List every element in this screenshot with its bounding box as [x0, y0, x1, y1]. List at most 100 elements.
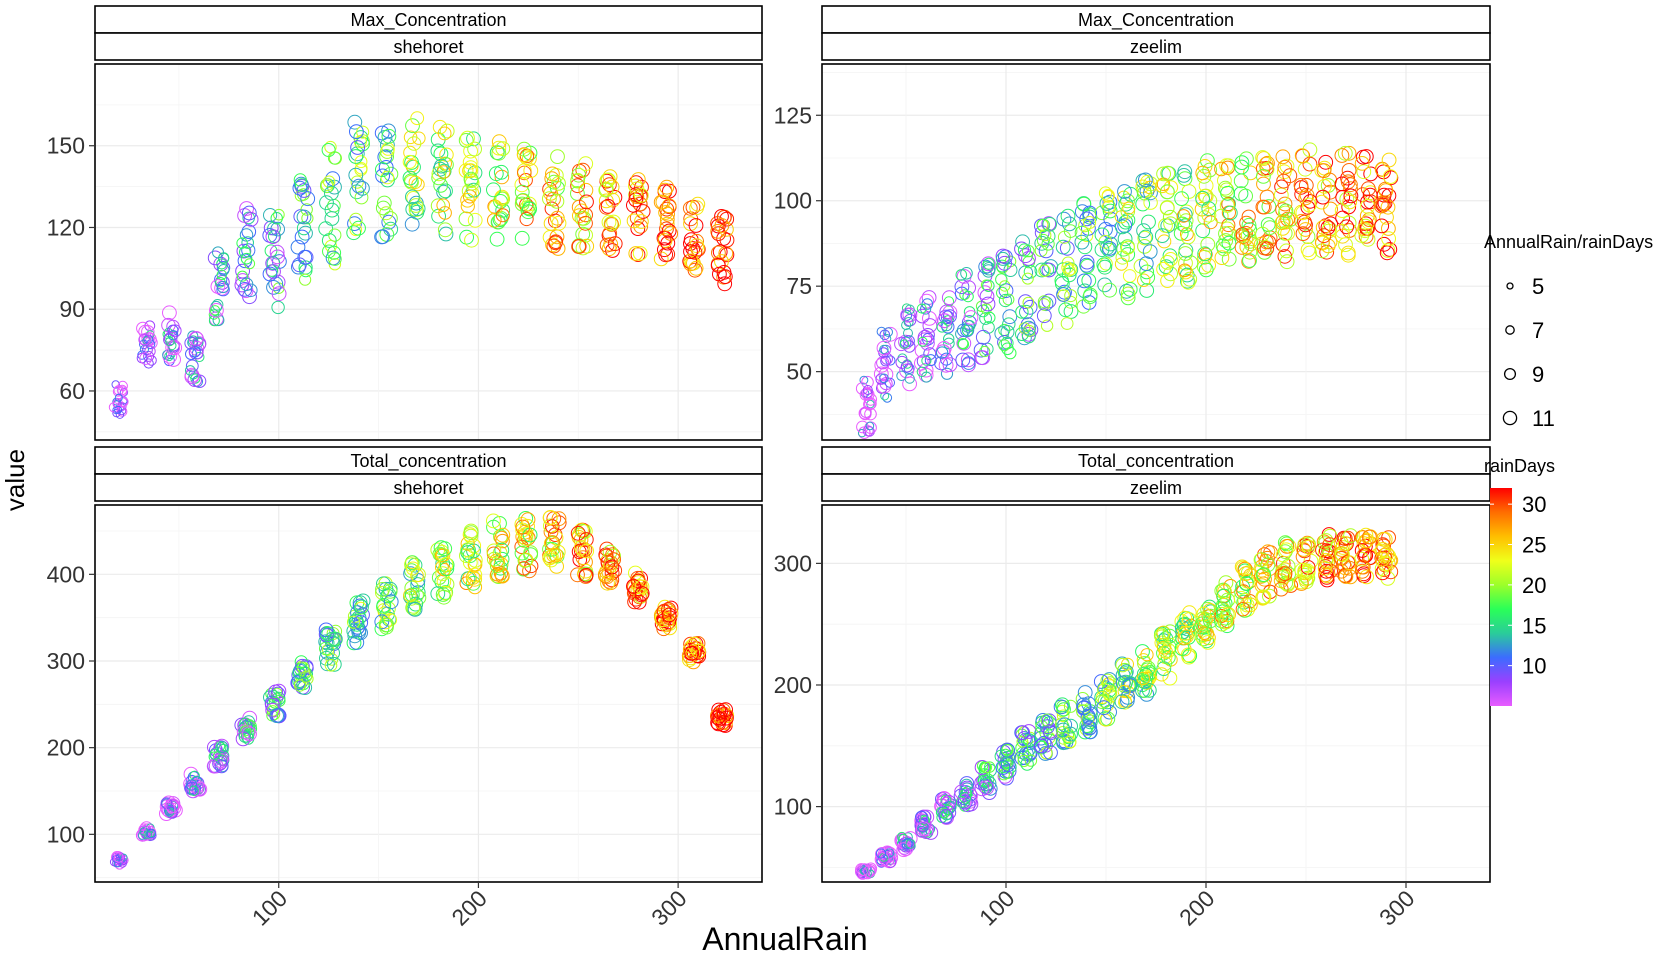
data-point	[1162, 670, 1178, 686]
data-point	[627, 594, 642, 610]
data-point	[439, 123, 455, 139]
data-point	[1154, 667, 1169, 682]
data-point	[1002, 317, 1016, 331]
y-tick-label: 125	[774, 102, 812, 128]
data-point	[1298, 222, 1313, 237]
data-point	[1136, 671, 1151, 686]
data-point	[405, 561, 420, 576]
data-point	[578, 215, 593, 231]
data-point	[347, 216, 362, 232]
data-point	[1279, 254, 1295, 270]
data-point	[571, 239, 586, 254]
data-point	[433, 178, 449, 193]
data-point	[974, 350, 989, 366]
data-point	[1243, 597, 1258, 613]
data-point	[486, 182, 501, 198]
data-point	[438, 183, 453, 199]
data-point	[1213, 208, 1229, 224]
data-point	[578, 568, 594, 583]
data-point	[983, 311, 996, 324]
data-point	[523, 163, 539, 179]
data-point	[349, 223, 363, 237]
data-point	[213, 753, 229, 768]
data-point	[298, 225, 313, 241]
data-point	[410, 111, 425, 126]
data-point	[486, 519, 501, 535]
data-point	[1083, 287, 1098, 302]
data-point	[1038, 264, 1051, 277]
data-point	[410, 201, 426, 217]
data-point	[936, 321, 948, 333]
data-point	[1233, 173, 1249, 189]
data-point	[1139, 687, 1155, 702]
data-point	[327, 198, 341, 213]
data-point	[1341, 163, 1357, 178]
data-point	[1342, 194, 1358, 210]
data-point	[1016, 735, 1029, 748]
data-point	[577, 542, 593, 558]
data-point	[495, 208, 510, 223]
data-point	[1173, 226, 1189, 241]
x-tick-label: 200	[446, 885, 492, 931]
data-point	[1242, 253, 1257, 268]
data-point	[1074, 204, 1090, 220]
data-point	[146, 828, 157, 839]
data-point	[1156, 177, 1171, 191]
data-point	[604, 217, 619, 232]
data-point	[1015, 725, 1030, 740]
data-point	[548, 213, 563, 229]
data-point	[319, 635, 335, 651]
data-point	[438, 557, 454, 572]
data-point	[1023, 265, 1038, 279]
data-point	[570, 525, 586, 541]
data-point	[1064, 263, 1078, 276]
data-point	[543, 510, 558, 525]
data-point	[1301, 197, 1317, 213]
data-point	[430, 198, 446, 214]
data-point	[977, 285, 993, 301]
data-point	[655, 194, 671, 210]
data-point	[714, 209, 729, 224]
y-tick-label: 100	[774, 794, 812, 820]
data-point	[1221, 251, 1237, 267]
data-point	[461, 183, 477, 199]
data-point	[598, 568, 613, 584]
data-point	[955, 269, 968, 281]
data-point	[940, 319, 953, 332]
data-point	[435, 566, 451, 582]
data-point	[1343, 528, 1358, 544]
colorbar-label: 10	[1522, 654, 1546, 679]
data-point	[940, 367, 954, 380]
data-point	[301, 212, 314, 225]
data-point	[710, 258, 726, 273]
data-point	[1275, 149, 1291, 165]
data-point	[296, 209, 312, 225]
data-point	[659, 212, 675, 227]
y-tick-label: 200	[47, 735, 85, 761]
data-point	[937, 313, 953, 329]
data-point	[217, 280, 230, 294]
data-point	[404, 587, 420, 603]
data-point	[1041, 237, 1055, 251]
data-point	[240, 725, 252, 737]
data-point	[1238, 576, 1254, 592]
data-point	[300, 191, 316, 207]
data-point	[578, 532, 594, 547]
data-point	[570, 186, 585, 201]
data-point	[682, 200, 698, 216]
data-point	[1294, 148, 1310, 164]
data-point	[1297, 564, 1312, 580]
data-point	[1137, 185, 1152, 201]
data-point	[1316, 228, 1332, 244]
data-point	[437, 541, 453, 557]
data-point	[352, 598, 368, 614]
data-point	[599, 237, 615, 253]
data-point	[1097, 259, 1113, 275]
data-point	[214, 273, 228, 287]
data-point	[1082, 720, 1097, 736]
data-point	[570, 567, 585, 583]
data-point	[356, 125, 370, 139]
data-point	[924, 354, 937, 367]
data-point	[458, 163, 474, 179]
data-point	[435, 548, 449, 563]
